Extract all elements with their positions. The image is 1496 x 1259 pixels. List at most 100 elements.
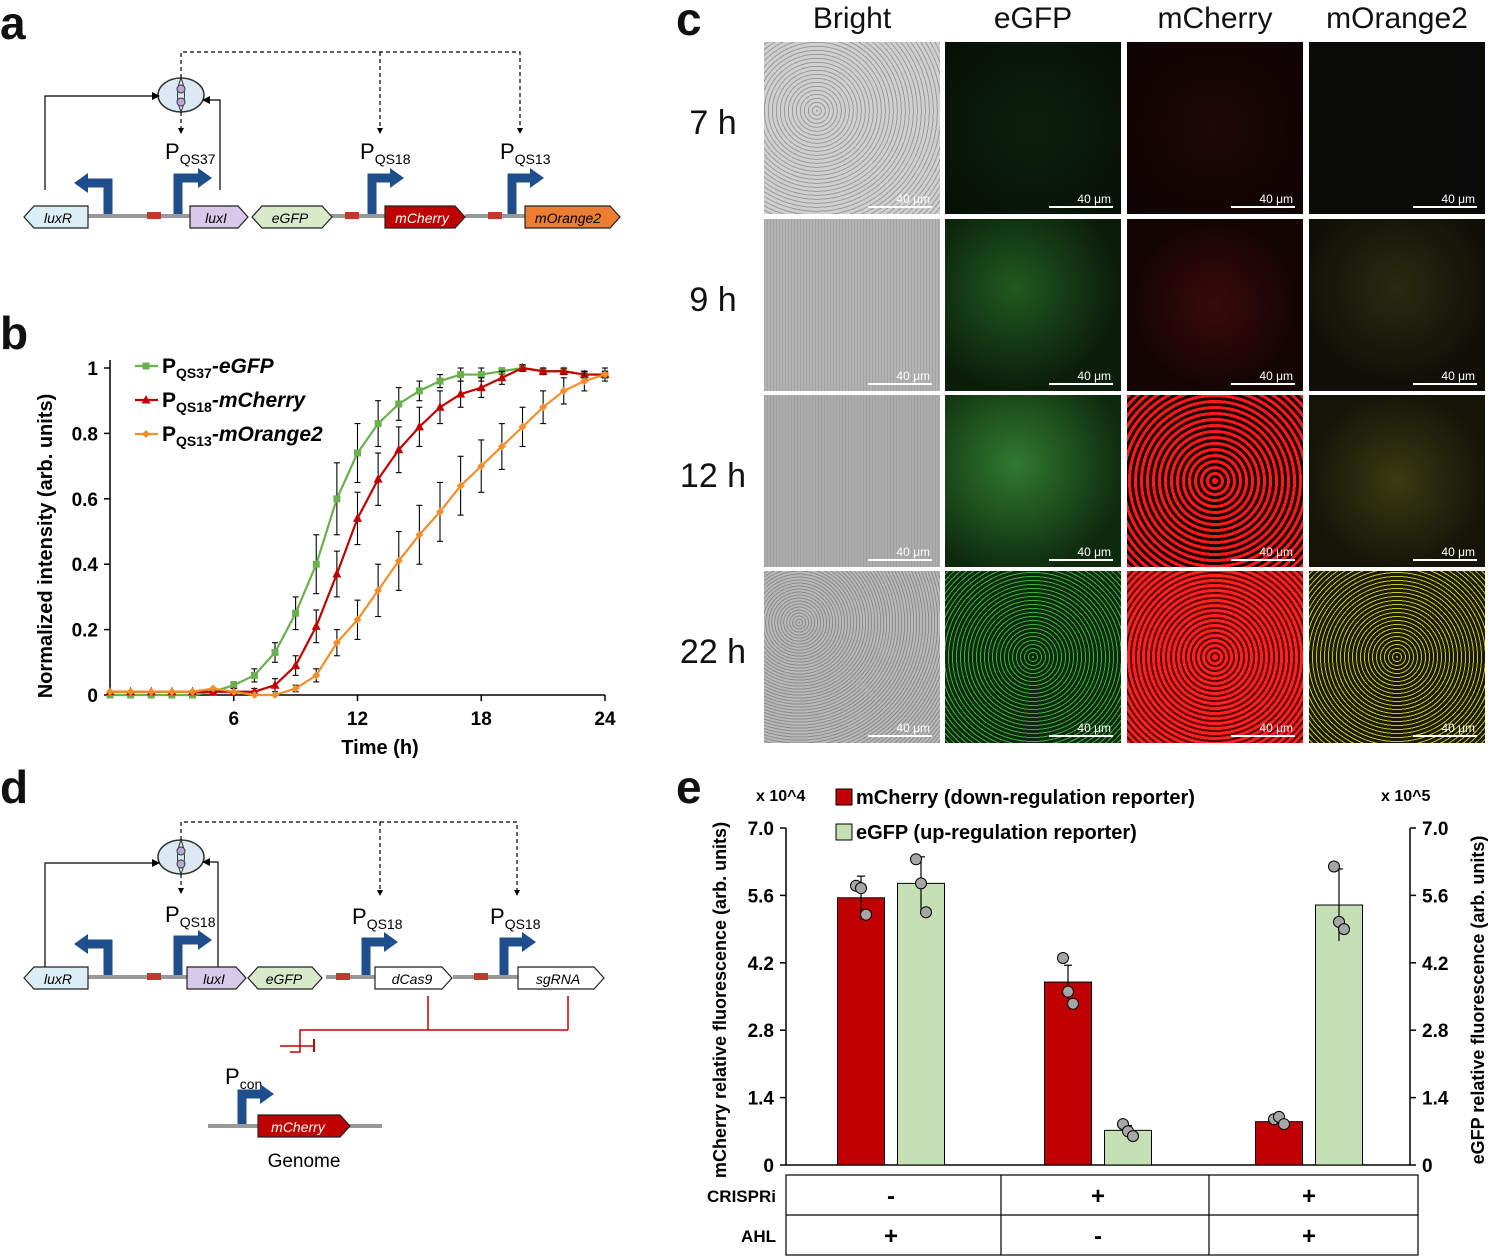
promoter-arrow-icon <box>86 935 524 975</box>
table-cell: - <box>887 1183 895 1210</box>
svg-text:luxI: luxI <box>205 210 227 226</box>
data-point <box>230 681 238 689</box>
data-point <box>147 687 156 696</box>
table-row-label: CRISPRi <box>707 1187 776 1206</box>
data-point <box>209 684 218 693</box>
gene-sgRNA: sgRNA <box>517 966 605 990</box>
data-point <box>333 495 341 503</box>
scale-bar <box>1413 735 1477 737</box>
data-point <box>354 449 361 457</box>
svg-text:luxR: luxR <box>44 210 72 226</box>
data-point <box>415 530 424 539</box>
gene-luxI: luxI <box>189 205 249 229</box>
y-tick-label-right: 4.2 <box>1422 954 1448 975</box>
panel-label-b: b <box>0 307 29 359</box>
gene-luxR: luxR <box>23 966 89 990</box>
scale-bar <box>1413 559 1477 561</box>
row-header: 7 h <box>689 104 737 142</box>
data-point <box>167 687 176 696</box>
data-point <box>374 586 383 595</box>
svg-text:sgRNA: sgRNA <box>536 971 580 987</box>
promoter-label: PQS18 <box>165 902 216 930</box>
x-tick-label: 24 <box>594 709 616 730</box>
row-header: 9 h <box>689 281 737 319</box>
svg-text:luxR: luxR <box>44 971 72 987</box>
micrograph-eGFP-9h: 40 μm <box>945 219 1121 391</box>
scale-bar <box>868 735 932 737</box>
legend-item: PQS18-mCherry <box>135 389 307 415</box>
data-point <box>1127 1130 1139 1143</box>
qs-signal-lines <box>180 51 521 130</box>
micrograph-mOrange2-7h: 40 μm <box>1309 42 1485 214</box>
data-point <box>292 609 300 617</box>
y-tick-label-right: 1.4 <box>1422 1089 1449 1110</box>
table-cell: + <box>1302 1183 1316 1210</box>
data-point <box>312 671 321 680</box>
data-point <box>188 687 197 696</box>
genome-label: Genome <box>268 1151 341 1172</box>
data-point <box>395 400 403 408</box>
scale-bar-label: 40 μm <box>1077 545 1111 559</box>
scale-bar <box>1049 735 1113 737</box>
data-point <box>271 648 279 656</box>
promoter-label: PQS18 <box>360 139 411 167</box>
bar-group-item <box>1044 951 1092 1166</box>
luxr-feedback-line <box>44 95 152 190</box>
data-point <box>229 687 238 696</box>
y-axis-label-right: eGFP relative fluorescence (arb. units) <box>1468 836 1488 1165</box>
cell-icon <box>157 77 205 113</box>
gene-mCherry-genome: mCherry <box>257 1114 351 1138</box>
svg-text:dCas9: dCas9 <box>392 971 433 987</box>
y-tick-label-left: 4.2 <box>748 954 774 975</box>
x-tick-label: 18 <box>471 709 492 730</box>
scale-bar-label: 40 μm <box>1441 192 1475 206</box>
data-point <box>497 442 506 451</box>
data-point <box>436 377 444 385</box>
gene-eGFP: eGFP <box>247 966 323 990</box>
legend-item: eGFP (up-regulation reporter) <box>835 822 1137 844</box>
data-point <box>476 382 486 392</box>
panel-label-c: c <box>676 0 702 45</box>
data-point <box>312 560 320 568</box>
legend-label: mCherry (down-regulation reporter) <box>856 787 1195 809</box>
series-QS13 <box>106 367 609 699</box>
svg-text:mCherry: mCherry <box>271 1119 326 1135</box>
data-point <box>126 687 135 696</box>
svg-text:mCherry: mCherry <box>395 210 450 226</box>
scale-bar-label: 40 μm <box>1441 545 1475 559</box>
data-point <box>394 444 404 454</box>
data-point <box>249 686 259 696</box>
data-point <box>394 556 403 565</box>
repression-line <box>280 996 569 1053</box>
data-point <box>539 403 548 412</box>
panel-label-d: d <box>0 761 29 813</box>
y-axis-label-left: mCherry relative fluorescence (arb. unit… <box>710 822 730 1178</box>
scale-bar-label: 40 μm <box>896 545 930 559</box>
data-point <box>601 370 609 379</box>
data-point <box>1338 923 1350 936</box>
y-tick-label-right: 5.6 <box>1422 886 1448 907</box>
x-tick-label: 6 <box>228 709 239 730</box>
table-cell: - <box>1094 1223 1102 1250</box>
data-point <box>414 421 424 431</box>
data-point <box>353 513 362 522</box>
luxi-feedback-line <box>210 99 221 190</box>
data-point <box>332 569 342 578</box>
bar <box>1255 1121 1303 1166</box>
svg-text:eGFP: eGFP <box>272 210 309 226</box>
y-tick-label-right: 7.0 <box>1422 819 1448 840</box>
scale-bar <box>1231 206 1295 208</box>
scale-bar-label: 40 μm <box>896 192 930 206</box>
scale-bar <box>1049 383 1113 385</box>
legend-item: PQS13-mOrange2 <box>135 423 323 449</box>
cell-icon <box>157 839 205 875</box>
data-point <box>915 877 927 890</box>
y-tick-label: 0.8 <box>72 424 98 445</box>
y-tick-label-left: 5.6 <box>748 886 774 907</box>
scale-bar-label: 40 μm <box>1441 721 1475 735</box>
legend-item: PQS37-eGFP <box>135 355 275 381</box>
y-tick-label-right: 2.8 <box>1422 1021 1448 1042</box>
scale-bar-label: 40 μm <box>1259 192 1293 206</box>
data-point <box>332 638 341 647</box>
circuit-diagram-a: PQS37 PQS18 PQS13 luxR luxI eGFP mCherry… <box>23 51 621 229</box>
